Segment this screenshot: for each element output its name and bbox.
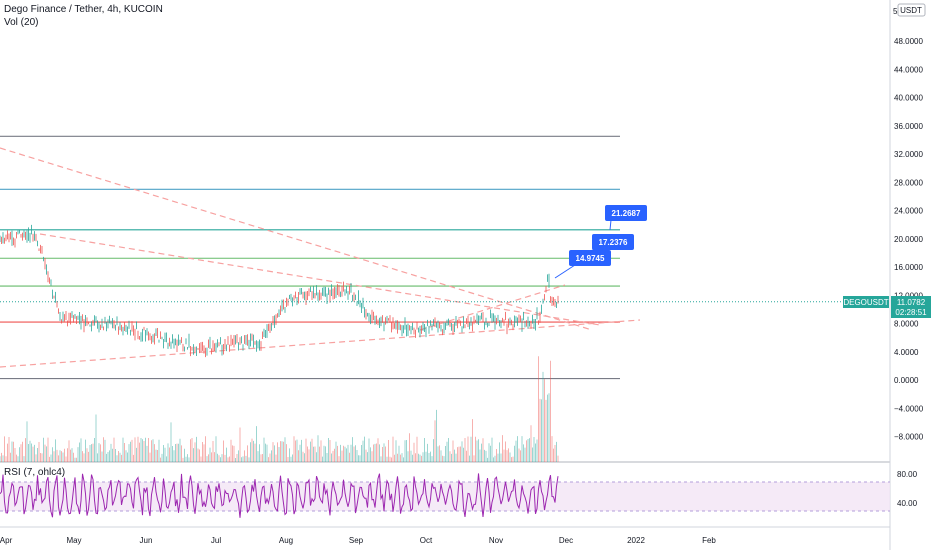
price-tick-label: 40.0000 <box>894 94 923 103</box>
time-tick-label: Jun <box>140 536 153 545</box>
price-tick-label: 0.0000 <box>894 376 919 385</box>
callout-label: 17.2376 <box>599 238 628 247</box>
price-tick-label: 48.0000 <box>894 37 923 46</box>
rsi-axis[interactable]: 80.00 40.00 <box>897 470 918 508</box>
callout-label: 14.9745 <box>576 254 605 263</box>
time-tick-label: Sep <box>349 536 364 545</box>
rsi-tick-label: 80.00 <box>897 470 918 479</box>
price-tick-label: 36.0000 <box>894 122 923 131</box>
volume-bars <box>0 356 559 462</box>
price-tick-label: −4.0000 <box>894 404 924 413</box>
time-tick-label: Apr <box>0 536 13 545</box>
time-tick-label: Feb <box>702 536 716 545</box>
rsi-tick-label: 40.00 <box>897 499 918 508</box>
price-tick-label: 32.0000 <box>894 150 923 159</box>
time-tick-label: Dec <box>559 536 573 545</box>
trendline-rising-short <box>419 284 566 331</box>
callout-box <box>569 250 611 266</box>
price-tick-label: 8.0000 <box>894 320 919 329</box>
time-tick-label: May <box>66 536 81 545</box>
currency-box[interactable] <box>897 3 926 17</box>
rsi-legend[interactable]: RSI (7, ohlc4) <box>4 467 66 478</box>
price-tick-label: −8.0000 <box>894 433 924 442</box>
candles <box>0 224 559 358</box>
price-tick-label: 44.0000 <box>894 65 923 74</box>
time-tick-label: Nov <box>489 536 503 545</box>
horizontal-levels <box>0 135 620 380</box>
price-badge-value: 11.0782 <box>897 298 926 307</box>
time-tick-label: Aug <box>279 536 293 545</box>
symbol-badge <box>843 296 889 308</box>
trendline-falling-short <box>39 233 601 326</box>
symbol-title[interactable]: Dego Finance / Tether, 4h, KUCOIN <box>4 4 163 15</box>
price-tick-label: 12.0000 <box>894 291 923 300</box>
last-price-badge: DEGOUSDT 11.0782 02:28:51 <box>843 296 931 318</box>
callout-pointer <box>554 264 576 279</box>
price-badge-countdown: 02:28:51 <box>895 308 927 317</box>
time-tick-label: Jul <box>211 536 221 545</box>
price-tick-label: 20.0000 <box>894 235 923 244</box>
volume-legend[interactable]: Vol (20) <box>4 17 39 28</box>
time-tick-label: Oct <box>420 536 433 545</box>
price-axis[interactable]: 48.0000 44.0000 40.0000 36.0000 32.0000 28.00… <box>894 37 924 442</box>
rsi-line <box>0 473 559 518</box>
trendline-rising <box>0 319 641 368</box>
callout-pointer <box>609 219 612 231</box>
trendline-falling-long <box>0 147 593 331</box>
trendlines <box>0 147 641 368</box>
price-tick-label: 16.0000 <box>894 263 923 272</box>
price-badge <box>891 296 931 318</box>
symbol-badge-text: DEGOUSDT <box>843 298 888 307</box>
price-tick-label: 24.0000 <box>894 207 923 216</box>
callout-box <box>592 234 634 250</box>
top-partial-tick: 5 <box>893 7 898 16</box>
time-axis[interactable]: Apr May Jun Jul Aug Sep Oct Nov Dec 2022 Feb <box>0 536 716 545</box>
price-tick-label: 4.0000 <box>894 348 919 357</box>
callout-box <box>605 205 647 221</box>
price-tick-label: 28.0000 <box>894 178 923 187</box>
price-callouts: 21.2687 17.2376 14.9745 <box>554 205 647 279</box>
callout-label: 21.2687 <box>612 209 641 218</box>
time-tick-label: 2022 <box>627 536 645 545</box>
currency-label: USDT <box>900 6 922 15</box>
currency-selector[interactable]: USDT 5 <box>893 3 926 17</box>
